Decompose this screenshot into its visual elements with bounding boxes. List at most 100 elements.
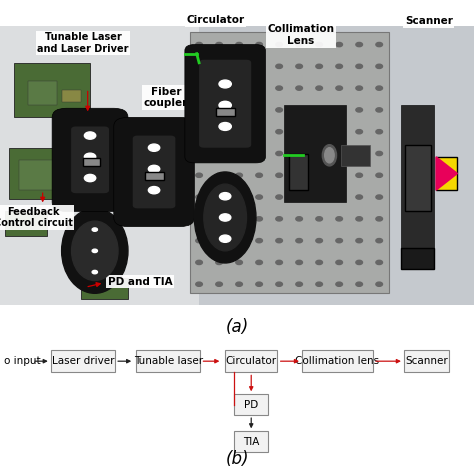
Circle shape: [256, 173, 263, 177]
Circle shape: [216, 108, 222, 112]
Circle shape: [316, 260, 322, 264]
Circle shape: [316, 108, 322, 112]
Circle shape: [356, 64, 363, 68]
Circle shape: [336, 173, 343, 177]
Circle shape: [296, 64, 302, 68]
FancyBboxPatch shape: [83, 158, 100, 166]
Circle shape: [92, 228, 98, 231]
Circle shape: [376, 282, 383, 286]
Circle shape: [356, 86, 363, 90]
Text: Circulator: Circulator: [226, 356, 277, 366]
FancyBboxPatch shape: [0, 27, 474, 305]
FancyBboxPatch shape: [302, 350, 373, 373]
Circle shape: [356, 217, 363, 221]
Circle shape: [376, 238, 383, 243]
FancyBboxPatch shape: [0, 27, 199, 305]
FancyBboxPatch shape: [62, 90, 81, 102]
Circle shape: [84, 132, 96, 139]
Circle shape: [296, 43, 302, 46]
Circle shape: [216, 64, 222, 68]
Text: Laser driver: Laser driver: [52, 356, 114, 366]
Circle shape: [196, 43, 202, 46]
FancyBboxPatch shape: [71, 127, 109, 193]
Text: Collimation lens: Collimation lens: [295, 356, 380, 366]
Circle shape: [216, 173, 222, 177]
Circle shape: [196, 238, 202, 243]
Circle shape: [276, 151, 283, 155]
Circle shape: [356, 282, 363, 286]
Circle shape: [216, 238, 222, 243]
Circle shape: [196, 108, 202, 112]
FancyBboxPatch shape: [401, 105, 434, 251]
FancyBboxPatch shape: [405, 145, 431, 211]
Circle shape: [84, 153, 96, 160]
Text: Tunable Laser
and Laser Driver: Tunable Laser and Laser Driver: [37, 32, 129, 54]
Circle shape: [148, 144, 160, 151]
Circle shape: [236, 64, 242, 68]
FancyBboxPatch shape: [225, 350, 277, 373]
FancyBboxPatch shape: [401, 248, 434, 269]
Circle shape: [196, 173, 202, 177]
FancyBboxPatch shape: [404, 350, 449, 373]
Circle shape: [316, 173, 322, 177]
Circle shape: [276, 129, 283, 134]
Circle shape: [356, 260, 363, 264]
Circle shape: [356, 173, 363, 177]
Circle shape: [196, 151, 202, 155]
Circle shape: [376, 129, 383, 134]
FancyBboxPatch shape: [185, 45, 265, 163]
FancyBboxPatch shape: [5, 211, 47, 236]
Ellipse shape: [325, 148, 334, 163]
Circle shape: [276, 86, 283, 90]
Text: TIA: TIA: [243, 437, 259, 447]
Circle shape: [236, 129, 242, 134]
Circle shape: [376, 260, 383, 264]
Text: o input: o input: [4, 356, 40, 366]
Text: PD: PD: [244, 400, 258, 410]
Circle shape: [296, 282, 302, 286]
Circle shape: [256, 43, 263, 46]
Circle shape: [236, 238, 242, 243]
Circle shape: [276, 173, 283, 177]
Circle shape: [376, 195, 383, 199]
Circle shape: [376, 217, 383, 221]
Circle shape: [316, 64, 322, 68]
FancyBboxPatch shape: [28, 81, 57, 105]
Circle shape: [276, 195, 283, 199]
Polygon shape: [436, 157, 457, 190]
Circle shape: [236, 151, 242, 155]
Circle shape: [216, 129, 222, 134]
Circle shape: [236, 173, 242, 177]
Circle shape: [316, 86, 322, 90]
Circle shape: [196, 64, 202, 68]
Circle shape: [376, 64, 383, 68]
Circle shape: [296, 217, 302, 221]
Circle shape: [256, 108, 263, 112]
Circle shape: [376, 86, 383, 90]
Circle shape: [276, 282, 283, 286]
Circle shape: [316, 238, 322, 243]
Circle shape: [256, 260, 263, 264]
FancyBboxPatch shape: [136, 350, 200, 373]
FancyBboxPatch shape: [190, 32, 389, 293]
Circle shape: [276, 43, 283, 46]
Circle shape: [256, 238, 263, 243]
Circle shape: [296, 151, 302, 155]
FancyBboxPatch shape: [133, 136, 175, 209]
Circle shape: [296, 108, 302, 112]
FancyBboxPatch shape: [51, 350, 115, 373]
Text: Feedback
Control circuit: Feedback Control circuit: [0, 207, 73, 228]
Ellipse shape: [322, 145, 337, 166]
Circle shape: [336, 129, 343, 134]
Text: Tunable laser: Tunable laser: [134, 356, 203, 366]
Circle shape: [276, 217, 283, 221]
Circle shape: [356, 151, 363, 155]
Circle shape: [376, 173, 383, 177]
Circle shape: [336, 260, 343, 264]
Circle shape: [236, 86, 242, 90]
Circle shape: [316, 282, 322, 286]
Circle shape: [356, 43, 363, 46]
Circle shape: [219, 192, 231, 200]
FancyBboxPatch shape: [19, 160, 57, 190]
Ellipse shape: [204, 184, 246, 251]
